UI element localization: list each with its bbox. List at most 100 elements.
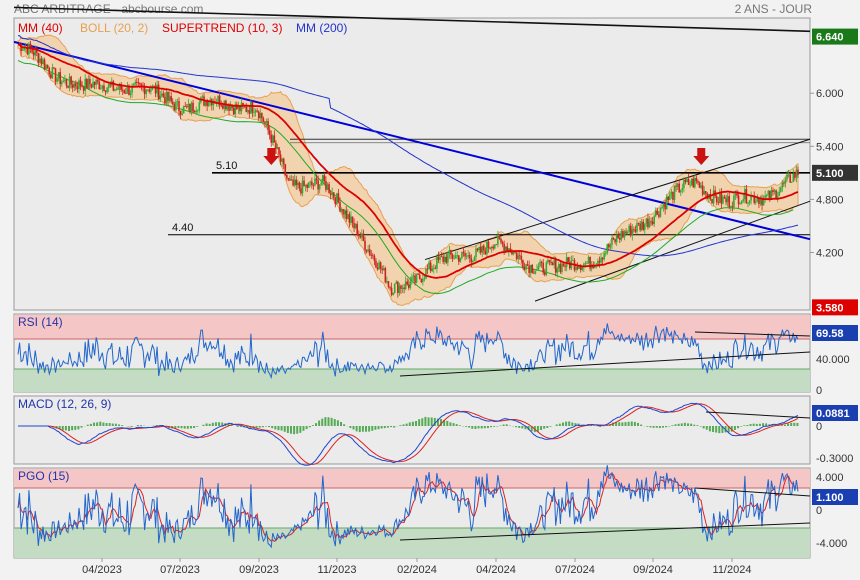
candle-body [89,78,91,85]
candle-body [362,233,365,241]
macd-hist-bar [677,423,680,426]
candle-body [104,91,107,93]
candle-body [533,272,535,274]
indicator-label-1: MACD (12, 26, 9) [18,397,111,411]
macd-hist-bar [721,426,724,433]
macd-hist-bar [521,426,524,429]
candle-body [261,113,263,119]
candle-body [678,183,681,193]
candle-body [271,135,274,143]
macd-hist-bar [318,420,321,426]
candle-body [539,261,541,266]
macd-hist-bar [715,426,718,433]
candle-body [221,105,224,109]
macd-hist-bar [762,423,765,426]
chart-period: 2 ANS - JOUR [734,2,812,16]
macd-hist-bar [408,422,411,426]
candle-body [792,173,795,182]
candle-body [600,257,602,263]
candle-body [664,203,666,210]
candle-body [429,262,432,272]
candle-body [173,104,176,111]
candle-body [334,197,337,205]
candle-body [542,262,545,273]
macd-hist-bar [299,426,302,433]
macd-hist-bar [636,422,639,426]
candle-body [703,191,706,195]
candle-body [783,182,785,184]
candle-body [597,260,599,265]
candle-body [259,113,262,119]
candle-body [153,85,155,87]
candle-body [579,266,582,270]
candle-body [451,254,454,259]
macd-line [18,402,799,466]
candle-body [581,267,584,270]
candle-body [192,102,194,112]
candle-body [604,252,607,254]
candle-body [361,233,363,238]
candle-body [254,110,257,113]
candle-body [340,208,343,212]
candle-body [556,268,559,273]
candle-body [656,210,659,215]
candle-body [287,177,290,180]
macd-hist-bar [102,422,105,426]
candle-body [464,253,466,257]
macd-hist-bar [246,426,249,428]
candle-body [715,196,718,203]
candle-body [347,214,349,219]
candle-body [794,173,796,178]
candle-body [265,121,268,124]
channel-upper-line [424,138,811,261]
macd-hist-bar [558,423,561,426]
candle-body [343,210,346,215]
legend-item-3: MM (200) [296,21,347,35]
candle-body [619,237,621,240]
candle-body [459,258,462,262]
candle-body [525,264,527,270]
macd-hist-bar [89,423,92,426]
candle-body [436,256,438,269]
candle-body [639,223,641,230]
candle-body [390,287,393,295]
candle-body [461,252,463,259]
candle-body [672,191,674,200]
candle-body [392,292,394,295]
candle-body [190,102,193,113]
candle-body [781,182,784,188]
macd-hist-bar [293,426,296,435]
candle-body [467,255,469,257]
candle-body [56,78,58,82]
macd-hist-bar [577,423,580,426]
macd-hist-bar [105,423,108,426]
macd-hist-bar [377,426,380,430]
candle-body [611,237,613,245]
x-tick-label-5: 04/2024 [476,564,516,576]
candle-body [501,242,504,244]
candle-body [734,193,737,196]
level-label-0: 5.10 [216,160,237,172]
candle-body [584,263,587,265]
candle-body [165,91,168,104]
macd-hist-bar [621,422,624,426]
macd-hist-bar [465,426,468,427]
macd-hist-bar [455,424,458,426]
candle-body [384,268,387,283]
macd-hist-bar [324,417,327,426]
price-badge-label-1: 5.100 [816,168,844,180]
candle-body [92,82,94,88]
indicator-tick: -0.3000 [816,453,853,465]
candle-body [109,84,112,86]
candle-body [719,193,721,203]
rsi-line [17,323,799,380]
macd-hist-bar [271,426,274,429]
long-downtrend-line [13,6,811,33]
x-tick-label-8: 11/2024 [713,564,752,576]
candle-body [43,59,46,69]
channel-lower-line [534,200,811,302]
candle-body [694,178,696,188]
candle-body [503,243,505,252]
indicator-tick: -4.000 [816,538,847,550]
candle-body [276,147,279,149]
